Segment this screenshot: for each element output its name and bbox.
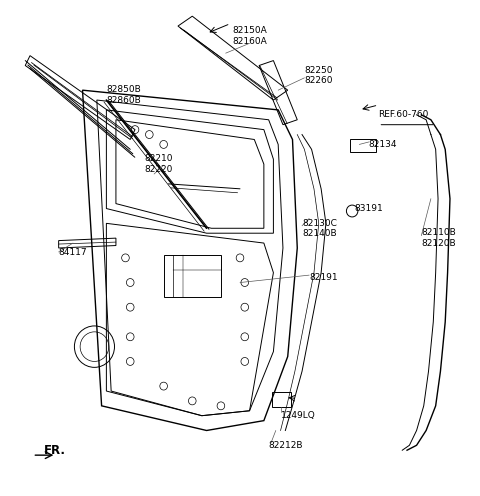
Text: 82130C
82140B: 82130C 82140B [302,219,337,238]
Text: 82150A
82160A: 82150A 82160A [232,26,267,46]
Text: REF.60-760: REF.60-760 [378,110,429,120]
Text: 82191: 82191 [309,273,338,282]
Text: 83191: 83191 [355,204,384,213]
Text: 82210
82220: 82210 82220 [144,154,173,174]
Text: FR.: FR. [44,444,66,457]
Text: 82850B
82860B: 82850B 82860B [107,85,141,105]
Text: 1249LQ: 1249LQ [281,411,315,420]
Text: 84117: 84117 [59,248,87,257]
Text: 82110B
82120B: 82110B 82120B [421,229,456,248]
Text: 82212B: 82212B [269,441,303,450]
Text: 82134: 82134 [369,140,397,149]
Text: 82250
82260: 82250 82260 [304,65,333,85]
